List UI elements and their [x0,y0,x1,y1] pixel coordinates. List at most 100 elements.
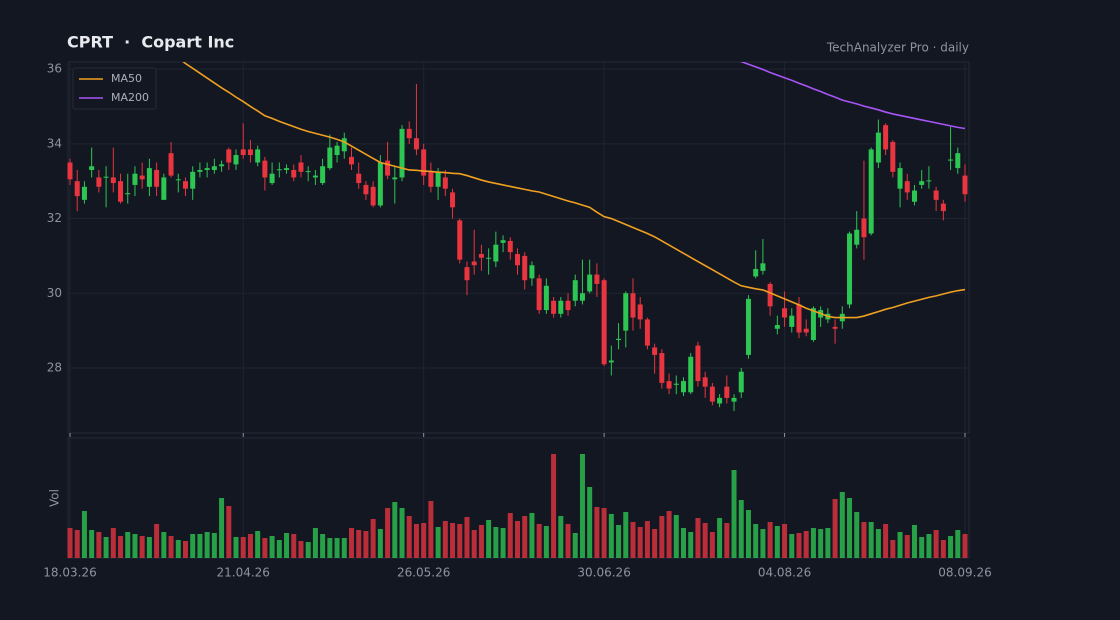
candle-body [96,177,102,187]
candle-body [327,147,333,169]
x-tick-label: 18.03.26 [43,566,96,580]
candle-body [861,218,867,238]
candle-body [572,280,578,301]
volume-bar [464,517,470,558]
candle-body [955,153,961,169]
volume-bar [810,528,816,558]
y-tick-label: 30 [47,286,62,300]
volume-bar [601,508,607,558]
volume-bar [579,454,585,558]
volume-bar [955,530,961,558]
volume-bar [457,524,463,558]
candle-body [110,177,116,184]
candle-body [413,138,419,150]
volume-bar [276,540,282,558]
candle-body [515,254,520,266]
candle-body [392,177,398,180]
volume-bar [875,529,881,558]
volume-bar [652,529,658,558]
volume-bar [529,513,535,558]
candle-body [291,169,297,178]
chart-subtitle: TechAnalyzer Pro · daily [826,41,969,55]
ma-lines [182,62,966,319]
candle-body [146,168,152,187]
candle-body [579,293,585,301]
candle-body [377,162,383,206]
volume-bar [760,529,766,558]
x-tick-label: 26.05.26 [397,566,450,580]
volume-bar [392,502,398,558]
candle-body [847,233,853,305]
candle-body [435,171,441,187]
candle-body [457,220,463,260]
volume-bar [933,530,939,558]
candle-body [810,308,816,340]
candle-body [587,274,593,292]
volume-bar [363,531,369,558]
candle-body [89,166,95,170]
candle-body [464,267,470,281]
volume-bar [536,524,542,558]
x-tick-label: 21.04.26 [217,566,270,580]
volume-bar [312,528,318,558]
volume-bar [897,532,903,558]
candle-body [139,175,145,180]
candle-body [312,175,318,178]
candle-body [774,325,780,329]
volume-bar [688,532,694,558]
candle-body [450,192,456,208]
volume-bar [190,534,196,558]
volume-bar [413,524,419,558]
candle-body [868,149,874,234]
candle-body [81,186,87,200]
candle-body [832,326,838,329]
candle-body [500,240,506,243]
volume-bar [269,536,275,558]
volume-bar [442,521,448,558]
volume-bar [370,519,376,558]
volume-bar [226,506,232,558]
candle-body [724,386,730,398]
candle-body [356,173,362,184]
volume-bar [334,538,340,558]
volume-bar [110,528,116,558]
volume-bar [81,511,87,558]
candle-body [493,244,499,262]
candle-body [594,274,600,284]
volume-bar [197,534,203,558]
candle-body [197,169,203,172]
volume-bar [450,523,456,558]
candle-body [623,293,629,331]
candle-body [348,156,354,165]
candle-body [652,347,658,355]
candle-body [247,149,253,156]
candle-body [269,173,275,184]
candle-body [659,353,665,383]
candle-body [630,293,636,318]
volume-bar [341,538,347,558]
volume-bar [168,536,174,558]
ma-line [740,62,966,130]
candle-body [211,166,217,170]
volume-bar [782,524,788,558]
volume-bar [673,515,679,558]
candle-body [132,173,138,185]
x-tick-label: 08.09.26 [938,566,991,580]
volume-bar [861,522,867,558]
volume-bar [74,530,80,558]
volume-bar [644,521,650,558]
candle-body [168,153,174,176]
volume-bar [911,525,917,558]
volume-bar [399,508,405,558]
candle-body [681,381,687,393]
volume-bar [818,529,824,558]
volume-bar [247,534,253,558]
volume-bar [623,512,629,558]
volume-bar [139,536,145,558]
volume-bar [327,538,333,558]
legend-label: MA200 [111,91,149,104]
volume-bar [551,454,557,558]
candle-body [442,177,448,189]
volume-bar [428,501,434,558]
volume-bar [421,523,427,558]
